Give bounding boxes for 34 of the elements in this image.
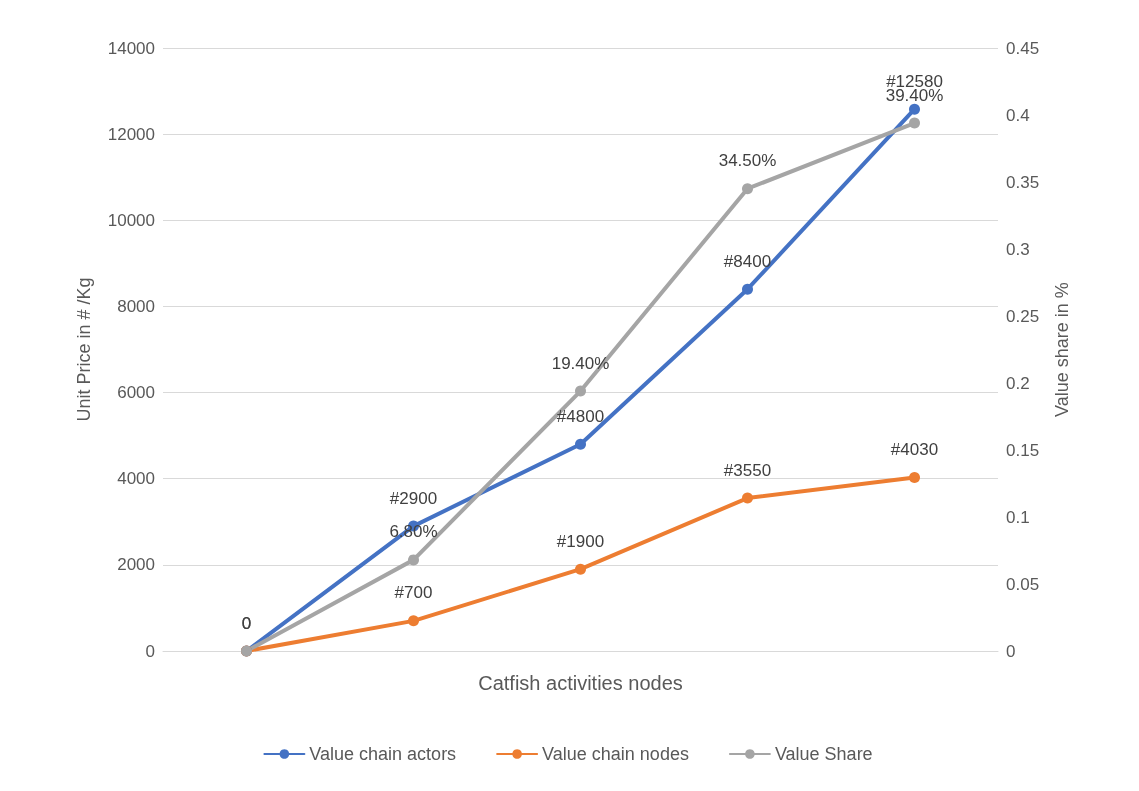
y2-tick-label: 0 <box>1006 641 1016 661</box>
data-label: #4030 <box>890 439 939 459</box>
y-tick-label: 0 <box>145 641 155 661</box>
y-tick-label: 2000 <box>117 555 155 575</box>
y2-tick-label: 0.25 <box>1006 306 1040 326</box>
y-tick-label: 8000 <box>117 296 155 316</box>
y-tick-label: 4000 <box>117 469 155 489</box>
y-tick-label: 6000 <box>117 383 155 403</box>
x-axis-title: Catfish activities nodes <box>478 672 683 694</box>
legend-label: Value chain actors <box>309 744 457 764</box>
y2-tick-label: 0.05 <box>1006 574 1040 594</box>
legend-label: Value Share <box>774 744 873 764</box>
y2-tick-label: 0.3 <box>1006 239 1030 259</box>
data-label: 19.40% <box>551 353 610 373</box>
y2-tick-label: 0.35 <box>1006 172 1040 192</box>
data-label: 0 <box>241 613 252 633</box>
y2-axis-title: Value share in % <box>1052 282 1072 417</box>
y2-tick-label: 0.4 <box>1006 105 1030 125</box>
data-label: #4800 <box>556 406 605 426</box>
data-label: #2900 <box>389 488 438 508</box>
data-label: #1900 <box>556 531 605 551</box>
data-label: #3550 <box>723 460 772 480</box>
data-label: 34.50% <box>718 151 777 171</box>
data-label: #700 <box>394 583 433 603</box>
y2-tick-label: 0.1 <box>1006 507 1030 527</box>
legend-label: Value chain nodes <box>542 744 689 764</box>
y-tick-label: 10000 <box>107 210 155 230</box>
y-tick-label: 12000 <box>107 124 155 144</box>
y-axis-title: Unit Price in # /Kg <box>74 277 94 422</box>
y2-tick-label: 0.15 <box>1006 440 1040 460</box>
data-label: #8400 <box>723 251 772 271</box>
y-tick-label: 14000 <box>107 38 155 58</box>
y2-tick-label: 0.45 <box>1006 38 1040 58</box>
y2-tick-label: 0.2 <box>1006 373 1030 393</box>
